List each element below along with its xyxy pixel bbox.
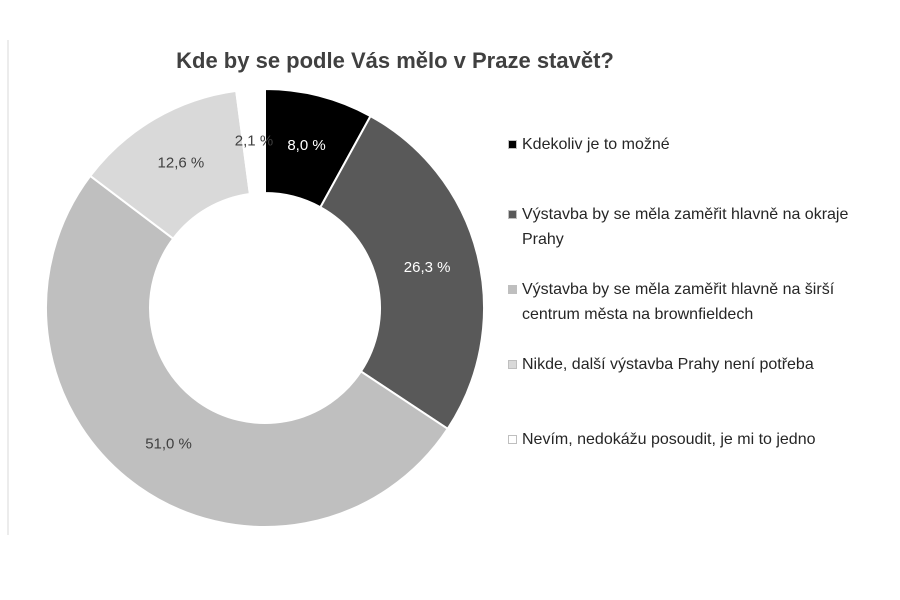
legend-swatch <box>508 210 517 219</box>
legend-swatch <box>508 140 517 149</box>
data-label: 26,3 % <box>404 259 451 276</box>
legend-item: Nikde, další výstavba Prahy není potřeba <box>508 352 862 377</box>
legend-item: Kdekoliv je to možné <box>508 132 862 157</box>
data-label: 2,1 % <box>235 132 273 149</box>
data-label: 8,0 % <box>287 137 325 154</box>
donut-slice <box>319 114 485 431</box>
legend-label: Kdekoliv je to možné <box>522 136 670 153</box>
legend-item: Nevím, nedokážu posoudit, je mi to jedno <box>508 427 862 452</box>
legend-swatch <box>508 360 517 369</box>
legend-label: Nikde, další výstavba Prahy není potřeba <box>522 356 814 373</box>
data-label: 51,0 % <box>145 435 192 452</box>
legend-item: Výstavba by se měla zaměřit hlavně na ok… <box>508 202 862 252</box>
legend-label: Nevím, nedokážu posoudit, je mi to jedno <box>522 431 816 448</box>
legend-label: Výstavba by se měla zaměřit hlavně na ok… <box>522 206 849 248</box>
donut-slice <box>45 174 450 528</box>
legend-label: Výstavba by se měla zaměřit hlavně na ši… <box>522 281 835 323</box>
donut-slice <box>235 87 266 196</box>
legend-swatch <box>508 435 517 444</box>
legend-swatch <box>508 285 517 294</box>
chart-title: Kde by se podle Vás mělo v Praze stavět? <box>176 48 614 73</box>
legend-item: Výstavba by se měla zaměřit hlavně na ši… <box>508 277 862 327</box>
data-label: 12,6 % <box>158 155 205 172</box>
